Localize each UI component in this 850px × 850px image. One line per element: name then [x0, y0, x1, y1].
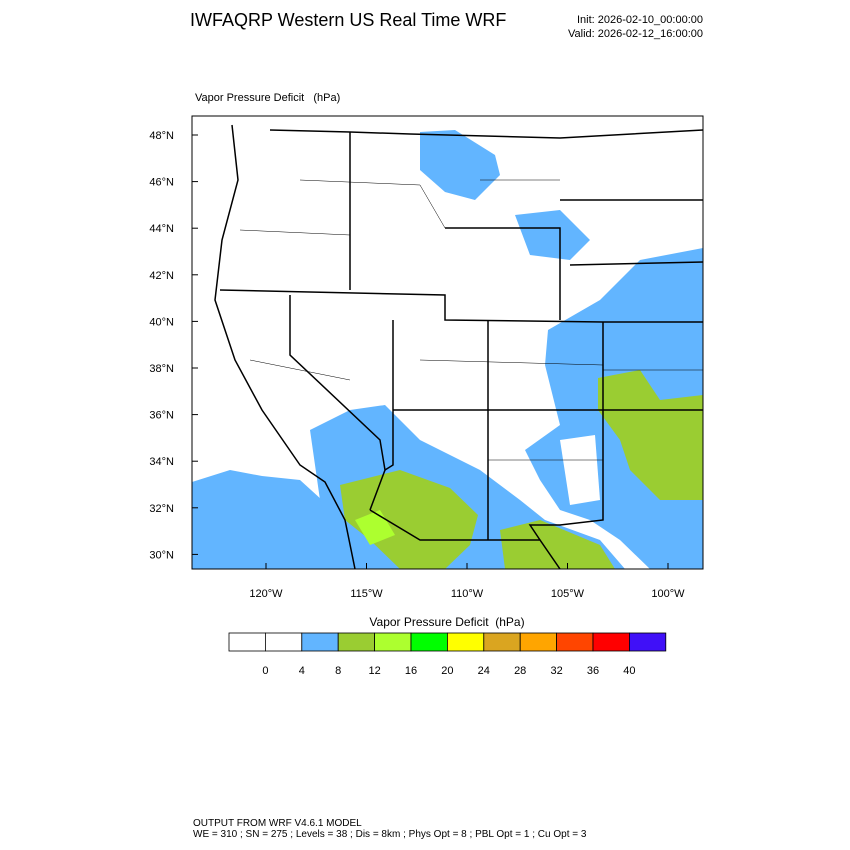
colorbar-box [301, 632, 339, 652]
colorbar-box [556, 632, 594, 652]
lat-labels: 48°N 46°N 44°N 42°N 40°N 38°N 36°N 34°N 32°N 30°N [149, 130, 198, 561]
colorbar: 0 4 8 12 16 20 24 28 32 36 40 [228, 632, 667, 677]
lon-label: 115°W [350, 588, 383, 600]
boundaries [214, 124, 703, 569]
colorbar-label: 0 [262, 665, 268, 677]
map-title: Vapor Pressure Deficit (hPa) [195, 92, 340, 104]
colorbar-box [483, 632, 521, 652]
lon-label: 105°W [551, 588, 585, 600]
colorbar-label: 20 [441, 665, 453, 677]
colorbar-box [592, 632, 630, 652]
colorbar-title: Vapor Pressure Deficit (hPa) [369, 615, 524, 629]
lon-label: 100°W [651, 588, 685, 600]
colorbar-label: 40 [623, 665, 635, 677]
footer-line: OUTPUT FROM WRF V4.6.1 MODEL [193, 818, 362, 829]
field [192, 116, 703, 569]
colorbar-label: 4 [299, 665, 305, 677]
lon-labels: 120°W 115°W 110°W 105°W 100°W [249, 563, 685, 600]
map-frame [191, 115, 704, 570]
colorbar-box [629, 632, 667, 652]
init-time: Init: 2026-02-10_00:00:00 [577, 14, 703, 26]
lat-label: 48°N [149, 130, 174, 142]
lat-label: 30°N [149, 549, 174, 561]
colorbar-label: 24 [478, 665, 490, 677]
colorbar-box [337, 632, 376, 652]
colorbar-label: 28 [514, 665, 526, 677]
lon-label: 120°W [249, 588, 283, 600]
lat-label: 44°N [149, 223, 174, 235]
lat-label: 42°N [149, 270, 174, 282]
colorbar-label: 16 [405, 665, 417, 677]
colorbar-box [410, 632, 448, 652]
footer-line: WE = 310 ; SN = 275 ; Levels = 38 ; Dis … [193, 829, 587, 840]
map: 48°N 46°N 44°N 42°N 40°N 38°N 36°N 34°N 32°N 30°N… [149, 115, 704, 600]
lat-label: 36°N [149, 410, 174, 422]
colorbar-label: 8 [335, 665, 341, 677]
lat-label: 34°N [149, 456, 174, 468]
colorbar-label: 36 [587, 665, 599, 677]
colorbar-label: 32 [550, 665, 562, 677]
lat-label: 32°N [149, 503, 174, 515]
colorbar-box [519, 632, 558, 652]
colorbar-box [446, 632, 485, 652]
colorbar-box [264, 632, 303, 652]
lat-label: 46°N [149, 177, 174, 189]
colorbar-box [228, 632, 266, 652]
page-title: IWFAQRP Western US Real Time WRF [190, 10, 506, 30]
valid-time: Valid: 2026-02-12_16:00:00 [568, 28, 703, 40]
lat-label: 40°N [149, 316, 174, 328]
lat-label: 38°N [149, 363, 174, 375]
colorbar-box [374, 632, 412, 652]
colorbar-label: 12 [368, 665, 380, 677]
lon-label: 110°W [451, 588, 484, 600]
